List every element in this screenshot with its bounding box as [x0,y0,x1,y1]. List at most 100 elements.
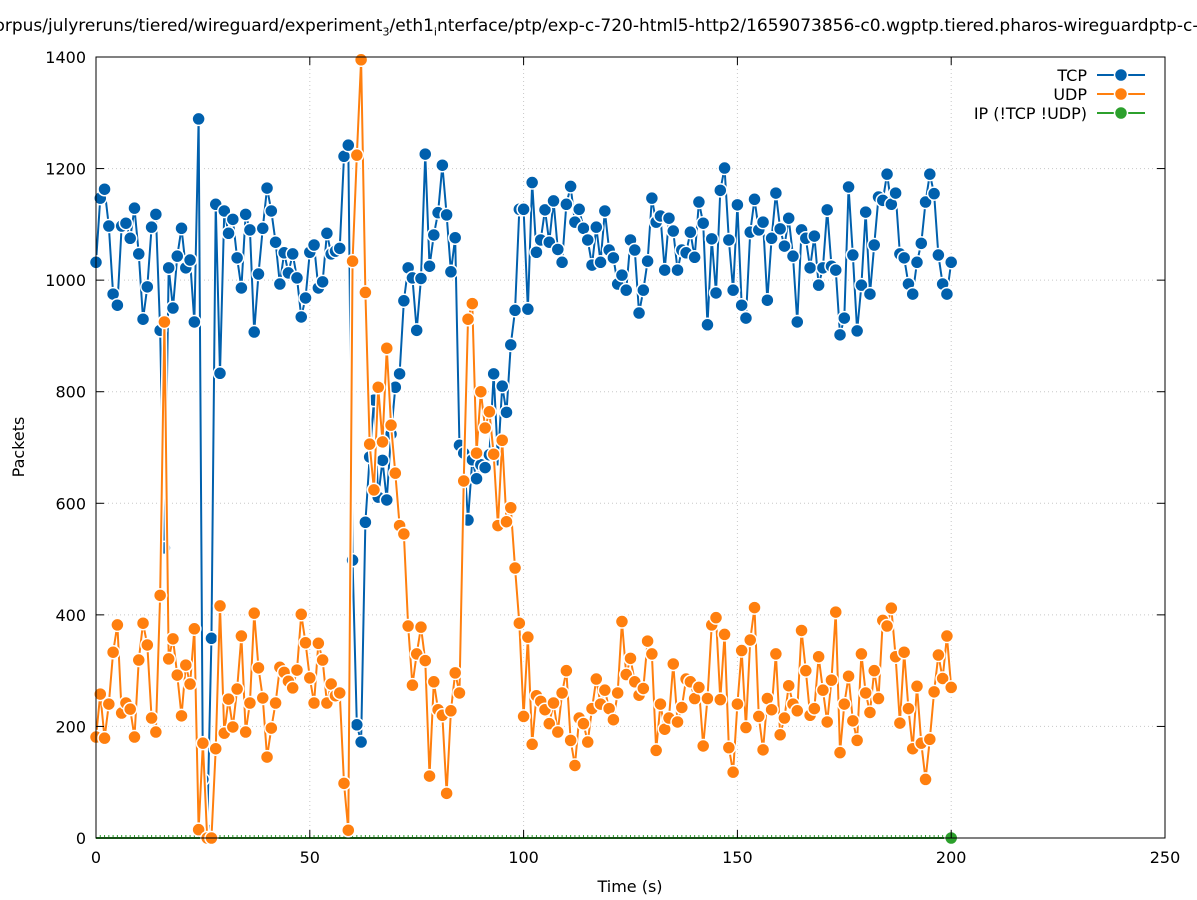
udp-data-point [169,667,185,683]
tcp-data-point [922,166,938,182]
udp-data-point [516,709,531,724]
udp-data-point [695,738,711,754]
udp-data-point [161,651,176,667]
udp-data-point [815,682,831,698]
udp-data-point [610,685,625,701]
tcp-data-point [879,166,895,182]
tcp-data-point [469,471,484,486]
udp-data-point [135,615,151,631]
tcp-data-point [914,236,929,251]
udp-data-point [152,588,168,603]
tcp-data-point [687,250,702,265]
udp-data-point [246,605,262,621]
tcp-data-point [520,301,536,317]
udp-data-point [666,656,681,672]
tcp-data-point [221,226,236,241]
tcp-data-point [268,234,283,250]
tcp-data-point [841,179,856,195]
udp-data-point [674,700,690,715]
udp-data-point [187,621,202,637]
tcp-data-point [161,260,176,276]
tcp-data-point [413,271,429,286]
tcp-data-point [272,276,288,292]
udp-data-point [691,680,707,695]
y-tick-label: 800 [55,383,86,402]
udp-data-point [105,644,121,660]
tcp-data-point [563,179,578,194]
udp-data-point [375,434,390,450]
tcp-data-point [319,226,335,241]
tcp-data-point [593,255,608,270]
tcp-data-point [524,175,540,190]
udp-data-point [221,691,236,707]
x-tick-label: 0 [91,848,101,867]
tcp-data-point [909,255,925,270]
udp-data-point [554,685,570,701]
udp-data-point [931,647,946,663]
udp-data-point [341,822,356,838]
tcp-data-point [683,224,698,240]
chart-title: ht/corpus/julyreruns/tiered/wireguard/ex… [0,16,1197,38]
tcp-data-point [700,317,715,333]
title-part: ht/corpus/julyreruns/tiered/wireguard/ex… [0,16,383,36]
tcp-data-point [618,282,634,298]
udp-data-point [841,668,856,684]
udp-data-point [97,730,112,746]
tcp-data-point [251,266,266,282]
udp-data-point [229,681,245,697]
udp-data-point [110,617,125,633]
tcp-data-point [918,194,933,210]
tcp-data-point [148,207,164,222]
udp-data-point [858,685,873,701]
y-tick-label: 1200 [45,160,86,179]
udp-data-point [366,482,382,498]
udp-data-point [507,560,523,576]
udp-data-point [482,404,497,420]
legend-marker-2 [1113,105,1129,121]
tcp-data-point [289,270,305,286]
tcp-data-point [760,292,775,308]
tcp-data-point [447,230,463,245]
udp-data-point [465,296,480,311]
tcp-data-point [516,202,531,217]
udp-data-point [311,636,326,651]
udp-data-point [879,618,895,634]
tcp-data-point [939,286,955,302]
udp-data-point [426,674,442,690]
udp-data-point [178,657,194,673]
tcp-data-point [580,232,595,248]
udp-data-point [623,651,638,666]
tcp-data-point [657,262,672,278]
tcp-data-point [866,237,882,253]
udp-data-point [807,701,822,716]
udp-data-point [259,749,275,765]
udp-data-point [302,670,318,686]
tcp-data-point [546,193,561,209]
tcp-data-point [392,366,407,382]
tcp-data-point [734,297,749,313]
tcp-data-point [118,215,134,231]
udp-data-point [289,662,305,678]
tcp-data-point [845,247,861,263]
udp-data-point [781,678,796,693]
tcp-data-point [943,255,959,270]
tcp-data-point [122,231,138,246]
tcp-data-point [828,262,843,278]
udp-data-point [700,691,715,706]
udp-data-point [832,745,848,760]
udp-data-point [935,671,950,686]
x-tick-label: 200 [936,848,967,867]
udp-data-point [708,610,724,625]
tcp-data-point [725,282,741,298]
udp-data-point [653,696,668,712]
tcp-data-point [174,221,189,236]
udp-data-point [939,628,955,644]
tcp-data-point [636,282,651,298]
tcp-data-point [811,277,826,293]
udp-data-point [614,614,630,629]
udp-data-point [589,671,604,687]
tcp-data-point [691,194,707,210]
tcp-data-point [234,280,249,296]
tcp-data-point [379,492,395,508]
